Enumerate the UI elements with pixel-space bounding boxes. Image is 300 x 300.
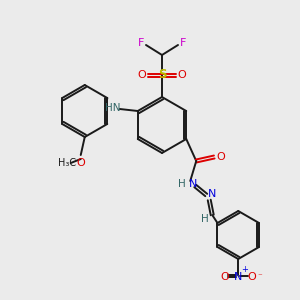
Text: H₃C: H₃C: [58, 158, 76, 168]
Text: F: F: [138, 38, 144, 48]
Text: O: O: [178, 70, 186, 80]
Text: N: N: [189, 179, 197, 189]
Text: N: N: [234, 272, 242, 282]
Text: N: N: [208, 189, 216, 199]
Text: O: O: [76, 158, 85, 168]
Text: O: O: [221, 272, 230, 282]
Text: F: F: [180, 38, 186, 48]
Text: O: O: [217, 152, 226, 162]
Text: S: S: [158, 68, 166, 82]
Text: ⁻: ⁻: [258, 272, 262, 281]
Text: HN: HN: [105, 103, 121, 113]
Text: O: O: [248, 272, 256, 282]
Text: O: O: [138, 70, 146, 80]
Text: H: H: [201, 214, 209, 224]
Text: +: +: [241, 266, 248, 274]
Text: H: H: [178, 179, 186, 189]
